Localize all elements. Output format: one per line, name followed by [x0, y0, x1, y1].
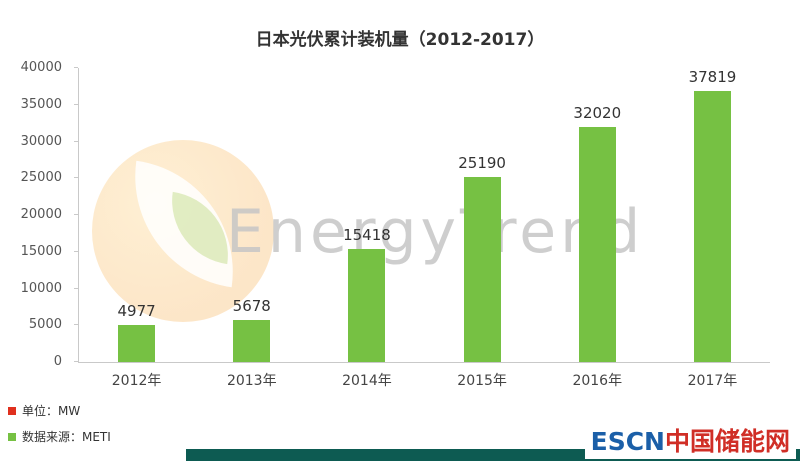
chart-title: 日本光伏累计装机量（2012-2017） [255, 30, 545, 50]
y-axis-tick-mark [74, 103, 78, 105]
source-label: 数据来源：METI [22, 430, 111, 444]
y-axis-tick-label: 20000 [20, 207, 62, 222]
escn-logo-en: ESCN [590, 427, 665, 456]
x-axis-label: 2014年 [342, 373, 392, 389]
unit-note: 单位：MW [8, 402, 111, 419]
bar [348, 248, 386, 362]
bar-column: 32020 [540, 68, 655, 362]
y-axis-tick-label: 25000 [20, 170, 62, 186]
y-axis-tick-label: 10000 [20, 280, 62, 296]
y-axis-tick-mark [74, 287, 78, 289]
bar-value-label: 5678 [232, 297, 271, 316]
x-axis-line [78, 362, 770, 363]
y-axis-tick-label: 35000 [20, 96, 62, 112]
y-axis-tick-mark [74, 250, 78, 252]
bar-column: 4977 [79, 68, 194, 362]
y-axis-tick-mark [74, 140, 78, 142]
bar [693, 91, 731, 362]
y-axis-line [78, 68, 79, 362]
y-axis: 0 5000 10000 15000 20000 25000 30000 35000 40000 [0, 60, 78, 369]
bar [578, 126, 616, 362]
y-axis-tick-label: 30000 [20, 133, 62, 149]
bar-column: 15418 [309, 68, 424, 362]
x-axis-label: 2013年 [226, 373, 277, 389]
escn-logo-cn: 中国储能网 [664, 427, 790, 456]
y-axis-tick-label: 15000 [20, 243, 62, 259]
bar-column: 37819 [655, 68, 770, 362]
source-bullet-icon [8, 432, 16, 441]
bar-value-label: 4977 [117, 302, 156, 321]
bar-value-label: 32020 [573, 103, 622, 122]
unit-bullet-icon [8, 406, 16, 415]
y-axis-tick-mark [74, 67, 78, 68]
x-axis-label: 2016年 [572, 373, 623, 389]
escn-logo: ESCN中国储能网 [584, 421, 796, 459]
bar-column: 25190 [425, 68, 540, 362]
bar [463, 176, 501, 362]
watermark-text: EnergyTrend [226, 197, 645, 267]
y-axis-tick-label: 40000 [20, 60, 62, 75]
plot-area: 4977 5678 15418 25190 32020 37819 [79, 68, 770, 362]
y-axis-tick-label: 5000 [28, 317, 62, 333]
y-axis-tick-label: 0 [53, 354, 62, 369]
unit-label: 单位：MW [22, 404, 81, 418]
chart-footnotes: 单位：MW 数据来源：METI [8, 402, 111, 454]
bar-value-label: 15418 [343, 225, 391, 244]
bar-column: 5678 [194, 68, 309, 362]
source-note: 数据来源：METI [8, 428, 111, 445]
x-axis: 2012年 2013年 2014年 2015年 2016年 2017年 [79, 370, 770, 390]
bar [233, 320, 271, 362]
y-axis-tick-mark [74, 214, 78, 215]
y-axis-tick-mark [74, 177, 78, 179]
bar-value-label: 37819 [688, 68, 737, 86]
y-axis-tick-mark [74, 361, 78, 362]
x-axis-label: 2015年 [457, 373, 507, 389]
y-axis-tick-mark [74, 324, 78, 326]
bar-value-label: 25190 [458, 153, 506, 172]
x-axis-label: 2017年 [687, 373, 738, 389]
x-axis-label: 2012年 [111, 373, 162, 389]
bar [118, 325, 156, 362]
